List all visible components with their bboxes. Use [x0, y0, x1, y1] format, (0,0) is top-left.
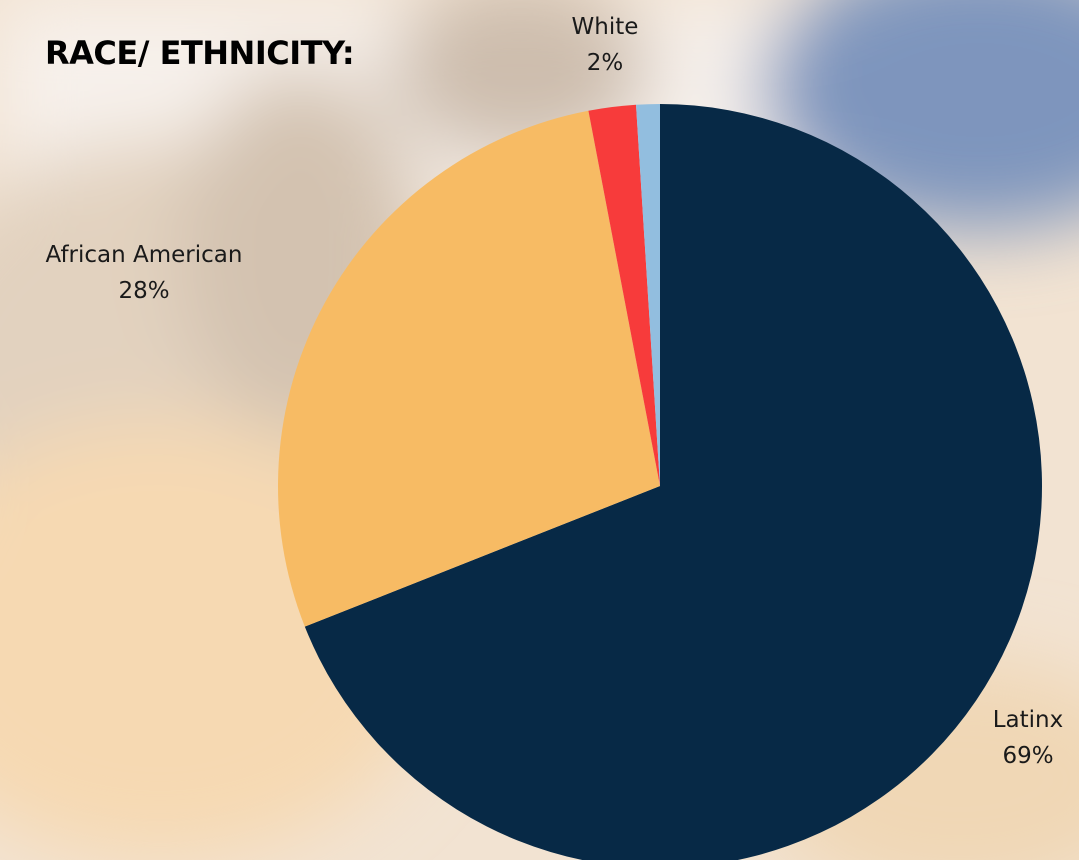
pie-slice-latinx	[304, 104, 1042, 860]
pie-slice-african-american	[277, 110, 660, 627]
slice-label-white: White	[572, 14, 639, 40]
slice-value-white: 2%	[587, 50, 624, 76]
slice-value-african-american: 28%	[118, 278, 169, 304]
slice-labels: Latinx 69% African American 28% White 2%	[46, 14, 1064, 769]
chart-title: RACE/ ETHNICITY:	[45, 34, 355, 72]
pie-slice-other	[636, 104, 660, 486]
slice-value-latinx: 69%	[1002, 743, 1053, 769]
pie-slice-white	[588, 104, 660, 487]
pie-slices	[277, 104, 1042, 860]
slice-label-latinx: Latinx	[993, 707, 1064, 733]
slice-label-african-american: African American	[46, 242, 243, 268]
